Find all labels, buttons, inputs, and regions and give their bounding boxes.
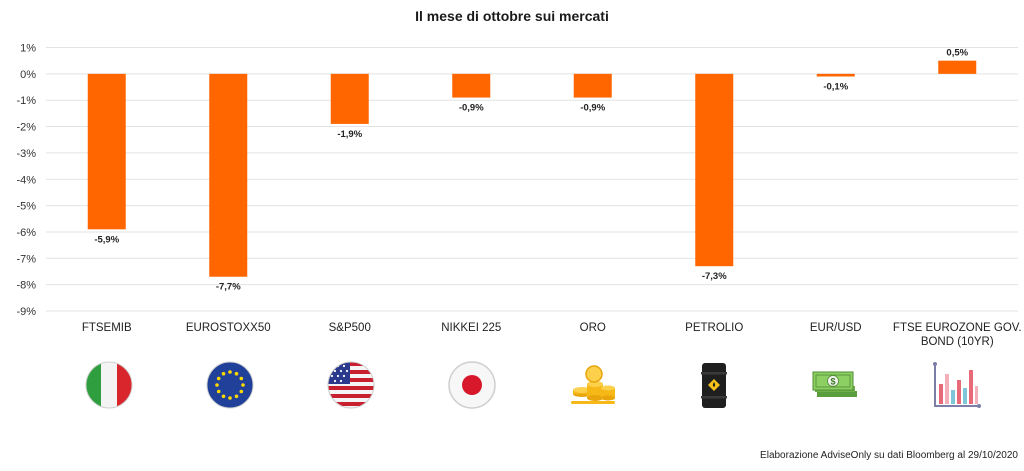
y-tick-label: -9% xyxy=(16,306,36,318)
bar xyxy=(452,73,491,98)
bar xyxy=(209,73,248,277)
bar xyxy=(330,73,369,124)
source-note: Elaborazione AdviseOnly su dati Bloomber… xyxy=(760,450,1018,461)
data-label: 0,5% xyxy=(946,48,968,59)
data-label: -1,9% xyxy=(337,129,362,140)
x-tick-label: EUROSTOXX50 xyxy=(186,322,271,334)
x-tick-label: S&P500 xyxy=(329,322,371,334)
data-label: -5,9% xyxy=(94,234,119,245)
data-label: -0,9% xyxy=(459,103,484,114)
y-tick-label: -6% xyxy=(16,227,36,239)
bar xyxy=(573,73,612,98)
y-tick-label: -5% xyxy=(16,201,36,213)
bar xyxy=(938,60,977,74)
y-tick-label: -4% xyxy=(16,174,36,186)
x-tick-label: BOND (10YR) xyxy=(921,336,994,348)
bar xyxy=(695,73,734,267)
data-label: -0,1% xyxy=(823,81,848,92)
y-tick-label: -2% xyxy=(16,122,36,134)
x-tick-label: FTSEMIB xyxy=(82,322,132,334)
y-tick-label: 0% xyxy=(20,69,36,81)
x-tick-label: ORO xyxy=(580,322,606,334)
x-tick-label: PETROLIO xyxy=(685,322,743,334)
bar xyxy=(816,73,855,77)
x-tick-label: NIKKEI 225 xyxy=(441,322,501,334)
y-tick-label: -7% xyxy=(16,253,36,265)
data-label: -7,7% xyxy=(216,282,241,293)
y-tick-label: -8% xyxy=(16,280,36,292)
x-tick-label: EUR/USD xyxy=(810,322,862,334)
y-tick-label: -3% xyxy=(16,148,36,160)
y-tick-label: 1% xyxy=(20,43,36,55)
bar xyxy=(87,73,126,230)
data-label: -7,3% xyxy=(702,271,727,282)
x-tick-label: FTSE EUROZONE GOV. xyxy=(893,322,1022,334)
y-tick-label: -1% xyxy=(16,95,36,107)
data-label: -0,9% xyxy=(580,103,605,114)
chart-title: Il mese di ottobre sui mercati xyxy=(415,8,609,24)
